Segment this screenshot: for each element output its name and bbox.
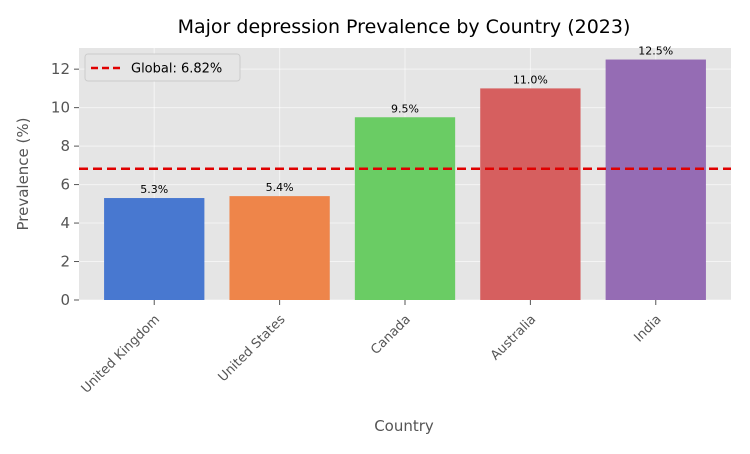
- bar-united-states: [229, 196, 330, 300]
- data-label: 5.3%: [140, 183, 168, 196]
- y-tick-label: 12: [51, 60, 70, 78]
- data-label: 11.0%: [513, 73, 548, 86]
- bar-australia: [480, 88, 581, 301]
- bar-united-kingdom: [104, 198, 205, 300]
- x-axis-ticks: United Kingdom United States Canada Austral…: [79, 300, 665, 397]
- bars: [104, 59, 706, 301]
- legend-label: Global: 6.82%: [131, 62, 222, 77]
- x-tick-label: Australia: [488, 312, 539, 363]
- x-axis-label: Country: [374, 417, 434, 435]
- data-label: 12.5%: [638, 45, 673, 58]
- y-tick-label: 10: [51, 99, 70, 117]
- bar-india: [605, 59, 706, 300]
- y-tick-label: 6: [60, 176, 70, 194]
- x-tick-label: India: [631, 312, 664, 345]
- chart-title: Major depression Prevalence by Country (…: [178, 16, 631, 38]
- y-axis-ticks: 0 2 4 6 8 10 12: [51, 60, 79, 309]
- bar-canada: [354, 117, 456, 300]
- data-label: 9.5%: [391, 102, 419, 115]
- y-axis-label: Prevalence (%): [14, 117, 32, 230]
- data-label: 5.4%: [266, 181, 294, 194]
- y-tick-label: 2: [60, 253, 70, 271]
- x-tick-label: Canada: [368, 312, 414, 358]
- data-labels: 5.3% 5.4% 9.5% 11.0% 12.5%: [140, 45, 673, 197]
- x-tick-label: United Kingdom: [79, 312, 163, 396]
- y-tick-label: 4: [60, 214, 70, 232]
- y-tick-label: 0: [60, 291, 70, 309]
- legend-box: [84, 53, 241, 82]
- y-tick-label: 8: [60, 137, 70, 155]
- legend: Global: 6.82%: [84, 53, 241, 82]
- x-tick-label: United States: [216, 312, 289, 385]
